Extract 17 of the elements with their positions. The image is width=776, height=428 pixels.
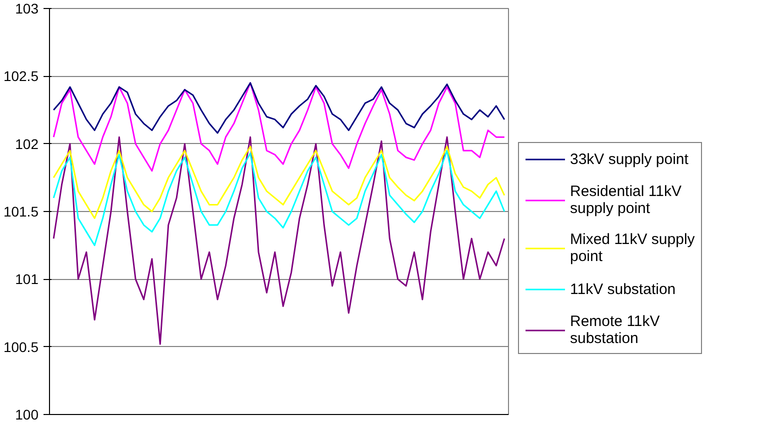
y-tick-label: 100.5 [3,338,39,355]
line-series [52,82,506,172]
line-series [52,146,506,220]
line-series [52,82,506,134]
legend-label: Remote 11kV substation [570,313,660,347]
y-tick-label: 101 [15,271,39,288]
legend-label: 11kV substation [570,280,676,298]
y-tick-label: 102 [15,136,39,152]
y-tick-label: 100 [15,406,39,422]
y-tick-label: 103 [15,0,39,16]
line-series [52,150,506,246]
legend-label: Mixed 11kV supply point [570,231,695,265]
line-series [52,136,506,345]
y-tick-label: 102.5 [3,68,39,84]
legend-label: Residential 11kV supply point [570,183,682,217]
legend-label: 33kV supply point [570,150,688,168]
y-tick-label: 101.5 [3,204,39,220]
